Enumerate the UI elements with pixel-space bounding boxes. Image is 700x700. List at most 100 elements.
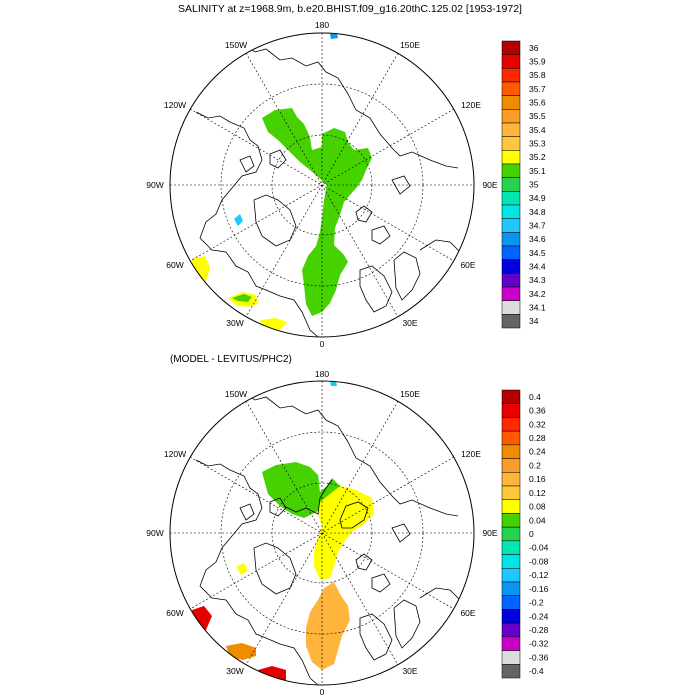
legend-top-swatch (501, 177, 521, 192)
legend-top-label: 35.7 (529, 84, 546, 94)
lon-label-120w: 120W (164, 100, 186, 110)
legend-top-swatch (501, 259, 521, 274)
lon-label-30e-b: 30E (402, 666, 417, 676)
legend-bottom-label: 0.16 (529, 474, 546, 484)
legend-top-swatch (501, 122, 521, 137)
legend-top-swatch (501, 273, 521, 288)
lon-label-0: 0 (320, 339, 325, 349)
lon-label-60w: 60W (166, 260, 183, 270)
legend-bottom-label: 0.2 (529, 460, 541, 470)
coastlines-bottom (195, 389, 469, 685)
legend-top-swatch (501, 163, 521, 178)
lon-label-0-b: 0 (320, 687, 325, 697)
legend-top-label: 35.1 (529, 166, 546, 176)
legend-bottom-swatch (501, 485, 521, 500)
legend-bottom-label: -0.4 (529, 666, 544, 676)
legend-bottom-label: -0.08 (529, 556, 549, 566)
legend-top-label: 35.6 (529, 98, 546, 108)
legend-bottom-swatch (501, 513, 521, 528)
lon-label-90e-b: 90E (482, 528, 497, 538)
legend-bottom-swatch (501, 458, 521, 473)
legend-top-label: 35.3 (529, 139, 546, 149)
legend-bottom-swatch (501, 389, 521, 404)
salinity-shading (192, 33, 372, 330)
legend-top-swatch (501, 136, 521, 151)
legend-top-swatch (501, 204, 521, 219)
difference-subtitle: (MODEL - LEVITUS/PHC2) (170, 354, 292, 365)
legend-bottom-label: -0.28 (529, 625, 549, 635)
legend-top-label: 34.4 (529, 262, 546, 272)
top-map: 180 150W 150E 120W 120E 90W 90E 60W 60E … (146, 20, 498, 349)
legend-top-label: 34.9 (529, 193, 546, 203)
legend-top-swatch (501, 68, 521, 83)
legend-bottom-swatch (501, 554, 521, 569)
graticule-bottom (170, 381, 474, 685)
lon-label-30w: 30W (226, 318, 243, 328)
lon-label-120w-b: 120W (164, 449, 186, 459)
legend-bottom-swatch (501, 664, 521, 679)
lon-label-120e: 120E (461, 100, 481, 110)
legend-top-swatch (501, 54, 521, 69)
legend-top-label: 34.6 (529, 234, 546, 244)
legend-top-label: 34.5 (529, 248, 546, 258)
legend-top-label: 34.7 (529, 221, 546, 231)
main-title: SALINITY at z=1968.9m, b.e20.BHIST.f09_g… (178, 3, 522, 15)
legend-bottom-swatch (501, 472, 521, 487)
lon-label-30w-b: 30W (226, 666, 243, 676)
legend-bottom-swatch (501, 595, 521, 610)
legend-top-swatch (501, 150, 521, 165)
legend-top-swatch (501, 232, 521, 247)
legend-top: 36 35.9 35.8 35.7 35.6 35.5 35.4 35.3 35.2 35.1 35… (501, 40, 546, 329)
legend-bottom-swatch (501, 430, 521, 446)
legend-bottom-swatch (501, 622, 521, 638)
legend-top-label: 35 (529, 180, 539, 190)
legend-top-label: 34 (529, 316, 539, 326)
legend-top-swatch (501, 191, 521, 206)
legend-top-swatch (501, 314, 521, 329)
legend-bottom: 0.4 0.36 0.32 0.28 0.24 0.2 0.16 0.12 0.08 0.04 0 -… (501, 389, 549, 679)
map-border-bottom (169, 380, 475, 686)
legend-bottom-label: -0.24 (529, 611, 549, 621)
legend-top-swatch (501, 286, 521, 301)
legend-bottom-swatch (501, 636, 521, 651)
legend-top-swatch (501, 40, 521, 55)
legend-bottom-label: -0.32 (529, 639, 549, 649)
legend-bottom-swatch (501, 417, 521, 432)
map-border (169, 32, 475, 338)
legend-bottom-label: -0.12 (529, 570, 549, 580)
legend-top-swatch (501, 300, 521, 315)
legend-bottom-label: 0.28 (529, 433, 546, 443)
legend-bottom-label: 0.24 (529, 447, 546, 457)
lon-label-180: 180 (315, 20, 329, 30)
legend-bottom-label: 0.32 (529, 419, 546, 429)
lon-label-180-b: 180 (315, 369, 329, 379)
legend-bottom-label: 0.08 (529, 502, 546, 512)
legend-top-label: 35.8 (529, 70, 546, 80)
lon-label-150w: 150W (225, 40, 247, 50)
lon-label-30e: 30E (402, 318, 417, 328)
graticule (170, 33, 474, 337)
longitude-labels: 180 150W 150E 120W 120E 90W 90E 60W 60E … (146, 20, 498, 349)
legend-bottom-label: 0.04 (529, 515, 546, 525)
coastlines (195, 41, 469, 337)
legend-top-swatch (501, 95, 521, 110)
legend-bottom-swatch (501, 540, 521, 555)
legend-bottom-swatch (501, 568, 521, 583)
legend-bottom-swatch (501, 526, 521, 542)
legend-top-label: 34.3 (529, 275, 546, 285)
legend-bottom-label: -0.36 (529, 652, 549, 662)
lon-label-90w: 90W (146, 180, 163, 190)
zero-contours (283, 479, 369, 529)
legend-bottom-swatch (501, 609, 521, 624)
bottom-map: 180 150W 150E 120W 120E 90W 90E 60W 60E … (146, 369, 498, 697)
legend-bottom-label: 0.12 (529, 488, 546, 498)
legend-bottom-label: -0.16 (529, 584, 549, 594)
legend-top-label: 35.9 (529, 57, 546, 67)
legend-top-swatch (501, 109, 521, 124)
lon-label-90w-b: 90W (146, 528, 163, 538)
legend-bottom-label: -0.2 (529, 598, 544, 608)
legend-top-label: 34.8 (529, 207, 546, 217)
legend-top-label: 35.5 (529, 111, 546, 121)
lon-label-60e-b: 60E (460, 608, 475, 618)
